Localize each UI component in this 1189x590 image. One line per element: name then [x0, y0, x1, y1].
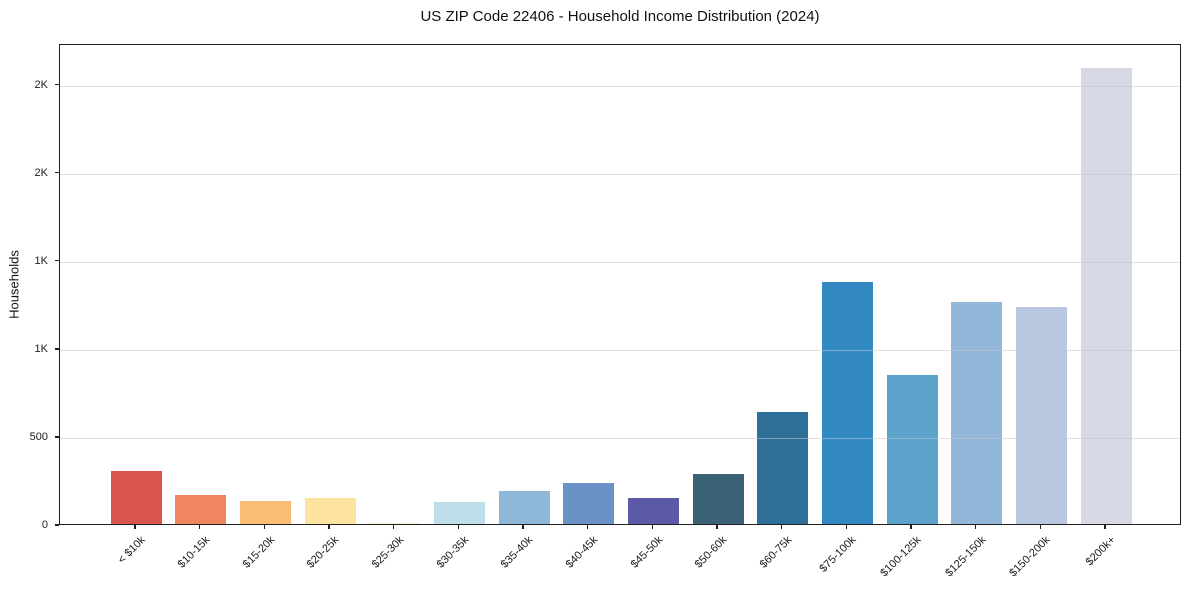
- x-tick-mark: [198, 525, 201, 529]
- bar: [563, 483, 615, 524]
- x-tick-mark: [974, 525, 977, 529]
- x-tick-mark: [910, 525, 912, 529]
- bar: [757, 412, 809, 524]
- y-tick-mark: [55, 524, 59, 526]
- gridline: [60, 349, 1180, 351]
- bar: [433, 501, 485, 524]
- bar: [627, 498, 679, 524]
- y-tick-label: 2K: [34, 78, 48, 91]
- y-tick-label: 500: [29, 430, 48, 443]
- bar: [1015, 307, 1067, 524]
- x-tick-mark: [392, 525, 395, 529]
- x-tick-mark: [134, 525, 136, 529]
- chart-title: US ZIP Code 22406 - Household Income Dis…: [420, 8, 820, 25]
- y-tick-mark: [55, 348, 59, 350]
- bar: [175, 494, 227, 524]
- bar: [886, 375, 938, 524]
- x-tick-mark: [780, 525, 783, 529]
- y-tick-mark: [55, 436, 59, 438]
- bar: [821, 281, 873, 524]
- y-axis-label: Households: [6, 250, 22, 319]
- gridline: [60, 85, 1180, 87]
- x-tick-mark: [1104, 525, 1106, 529]
- y-tick-mark: [55, 83, 59, 86]
- y-tick-label: 1K: [34, 342, 48, 355]
- y-tick-mark: [55, 260, 59, 262]
- x-tick-mark: [328, 525, 330, 529]
- gridline: [60, 437, 1180, 439]
- x-tick-mark: [1039, 525, 1042, 529]
- bar: [369, 523, 421, 524]
- bar: [110, 471, 162, 524]
- bar: [304, 497, 356, 524]
- x-tick-mark: [522, 525, 524, 529]
- x-tick-mark: [651, 525, 654, 529]
- x-tick-mark: [586, 525, 589, 529]
- x-tick-mark: [716, 525, 718, 529]
- y-tick-label: 0: [41, 519, 48, 531]
- bar: [692, 473, 744, 524]
- bar: [1080, 67, 1132, 524]
- bar: [951, 302, 1003, 524]
- y-tick-label: 1K: [34, 254, 48, 267]
- y-tick-mark: [55, 171, 59, 174]
- x-tick-mark: [845, 525, 848, 529]
- y-tick-label: 2K: [34, 166, 48, 179]
- plot-area: [59, 44, 1181, 525]
- gridline: [60, 261, 1180, 263]
- x-tick-mark: [457, 525, 460, 529]
- bar: [239, 501, 291, 524]
- bar: [498, 491, 550, 524]
- gridline: [60, 173, 1180, 175]
- x-tick-mark: [263, 525, 266, 529]
